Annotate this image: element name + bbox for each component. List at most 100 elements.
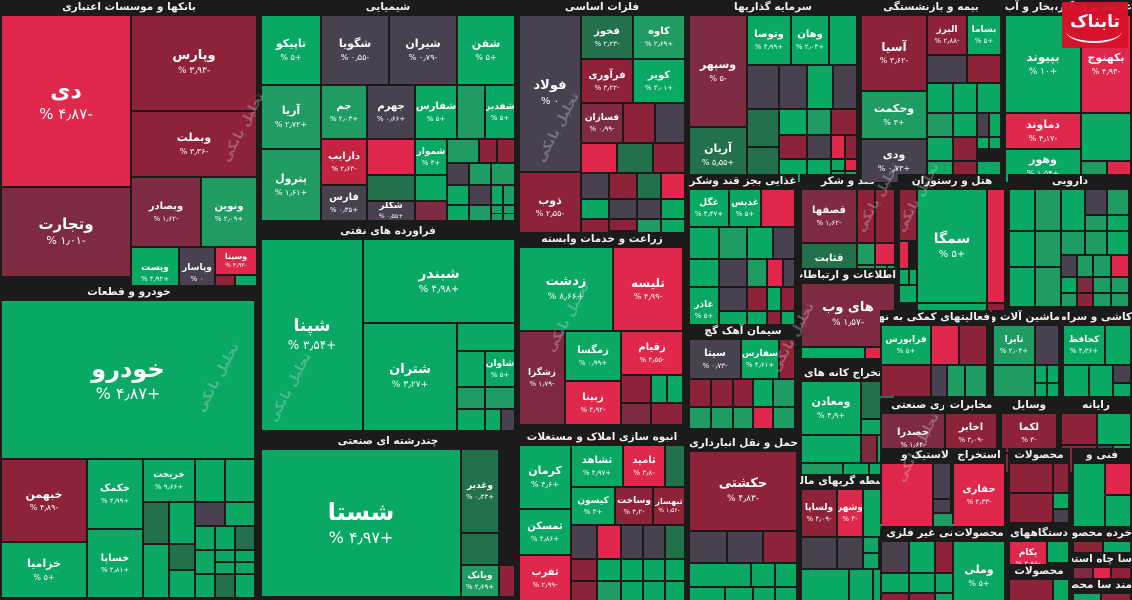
stock-tile[interactable]: شفارس +۵ %	[416, 86, 456, 138]
stock-tile-unlabeled[interactable]	[492, 214, 502, 220]
stock-tile[interactable]: ثشاهد +۴٫۹۷ %	[572, 446, 622, 486]
stock-tile-unlabeled[interactable]	[1010, 494, 1052, 522]
stock-tile-unlabeled[interactable]	[934, 500, 950, 512]
stock-tile[interactable]: زمگسا +۰٫۹۹ %	[566, 332, 620, 380]
stock-tile-unlabeled[interactable]	[966, 366, 986, 396]
stock-tile-unlabeled[interactable]	[610, 174, 636, 198]
stock-tile[interactable]: قصفها -۱٫۶۲ %	[802, 190, 856, 242]
stock-tile[interactable]: فارس +۰٫۳۵ %	[322, 186, 366, 220]
stock-tile-unlabeled[interactable]	[910, 594, 934, 600]
stock-tile-unlabeled[interactable]	[928, 138, 952, 160]
stock-tile-unlabeled[interactable]	[864, 554, 878, 568]
stock-tile-unlabeled[interactable]	[830, 16, 856, 64]
stock-tile-unlabeled[interactable]	[1010, 190, 1034, 230]
stock-tile-unlabeled[interactable]	[216, 575, 234, 597]
stock-tile[interactable]: جم +۲٫۰۳ %	[322, 86, 366, 138]
stock-tile-unlabeled[interactable]	[948, 366, 964, 396]
stock-tile-unlabeled[interactable]	[988, 190, 1004, 302]
stock-tile-unlabeled[interactable]	[492, 206, 502, 213]
stock-tile-unlabeled[interactable]	[1074, 464, 1104, 526]
stock-tile-unlabeled[interactable]	[802, 570, 848, 600]
stock-tile-unlabeled[interactable]	[900, 190, 916, 240]
stock-tile-unlabeled[interactable]	[462, 534, 498, 564]
stock-tile-unlabeled[interactable]	[458, 324, 514, 350]
stock-tile-unlabeled[interactable]	[1074, 594, 1100, 600]
stock-tile[interactable]: شپنا +۳٫۵۴ %	[262, 240, 362, 430]
stock-tile-unlabeled[interactable]	[882, 574, 908, 592]
stock-tile-unlabeled[interactable]	[498, 140, 514, 162]
stock-tile-unlabeled[interactable]	[492, 164, 514, 184]
stock-tile-unlabeled[interactable]	[1112, 256, 1128, 276]
stock-tile-unlabeled[interactable]	[754, 380, 772, 406]
stock-tile-unlabeled[interactable]	[504, 214, 514, 220]
stock-tile[interactable]: وشهر -۴ %	[838, 490, 862, 536]
stock-tile[interactable]: تایرا +۲٫۰۴ %	[994, 326, 1034, 364]
stock-tile-unlabeled[interactable]	[598, 560, 620, 580]
stock-tile-unlabeled[interactable]	[1114, 366, 1130, 382]
stock-tile[interactable]: ثمسکن +۴٫۸۶ %	[520, 510, 570, 554]
stock-tile-unlabeled[interactable]	[808, 66, 832, 108]
stock-tile[interactable]: سمگا +۵ %	[918, 190, 986, 302]
stock-tile-unlabeled[interactable]	[448, 206, 468, 220]
stock-tile[interactable]: وتوصا +۴٫۹۹ %	[748, 16, 790, 64]
stock-tile[interactable]: وسینا -۴٫۹۳ %	[216, 248, 256, 274]
stock-tile-unlabeled[interactable]	[1036, 366, 1046, 382]
stock-tile-unlabeled[interactable]	[1036, 268, 1060, 306]
stock-tile-unlabeled[interactable]	[1086, 190, 1106, 214]
stock-tile-unlabeled[interactable]	[458, 86, 484, 138]
stock-tile[interactable]: تاپیکو +۵ %	[262, 16, 320, 84]
stock-tile-unlabeled[interactable]	[858, 244, 874, 264]
stock-tile[interactable]: کحافظ +۴٫۳۶ %	[1064, 326, 1104, 364]
stock-tile-unlabeled[interactable]	[144, 503, 168, 543]
stock-tile-unlabeled[interactable]	[196, 527, 214, 549]
stock-tile-unlabeled[interactable]	[918, 304, 986, 312]
stock-tile[interactable]: پترول +۱٫۶۱ %	[262, 150, 320, 220]
stock-tile[interactable]: زبینا -۴٫۹۲ %	[566, 382, 620, 424]
stock-tile-unlabeled[interactable]	[1108, 232, 1128, 254]
stock-tile-unlabeled[interactable]	[416, 202, 446, 220]
stock-tile-unlabeled[interactable]	[1094, 256, 1110, 276]
stock-tile-unlabeled[interactable]	[882, 366, 930, 396]
stock-tile[interactable]: خکمک +۴٫۹۹ %	[88, 460, 142, 528]
stock-tile-unlabeled[interactable]	[458, 388, 484, 408]
stock-tile-unlabeled[interactable]	[656, 104, 684, 142]
stock-tile-unlabeled[interactable]	[170, 545, 194, 569]
stock-tile[interactable]: زدشت +۸٫۶۶ %	[520, 248, 612, 330]
stock-tile[interactable]: شکلر +۰٫۵۵ %	[368, 202, 414, 220]
stock-tile[interactable]: وغدیر +۰٫۴۳ %	[462, 450, 498, 532]
stock-tile-unlabeled[interactable]	[1062, 256, 1076, 276]
stock-tile-unlabeled[interactable]	[720, 288, 746, 310]
stock-tile-unlabeled[interactable]	[196, 575, 214, 597]
stock-tile-unlabeled[interactable]	[1106, 496, 1130, 526]
stock-tile-unlabeled[interactable]	[990, 114, 1000, 136]
stock-tile-unlabeled[interactable]	[1094, 278, 1110, 292]
stock-tile-unlabeled[interactable]	[448, 164, 468, 184]
stock-tile[interactable]: البرز -۲٫۸۸ %	[928, 16, 966, 54]
stock-tile-unlabeled[interactable]	[994, 366, 1034, 396]
stock-tile[interactable]: اخابر -۳٫۰۹ %	[946, 414, 996, 452]
stock-tile-unlabeled[interactable]	[876, 244, 894, 264]
stock-tile[interactable]: آسیا -۳٫۶۲ %	[862, 16, 926, 90]
stock-tile-unlabeled[interactable]	[846, 160, 856, 170]
stock-tile-unlabeled[interactable]	[1048, 542, 1068, 562]
stock-tile-unlabeled[interactable]	[170, 503, 194, 543]
stock-tile-unlabeled[interactable]	[144, 545, 168, 597]
stock-tile-unlabeled[interactable]	[654, 144, 684, 172]
stock-tile[interactable]: غگل +۴٫۴۷ %	[690, 190, 728, 226]
stock-tile[interactable]: ثامید -۳٫۸ %	[624, 446, 664, 486]
stock-tile-unlabeled[interactable]	[1036, 326, 1058, 364]
stock-tile-unlabeled[interactable]	[774, 380, 794, 406]
stock-tile-unlabeled[interactable]	[1010, 464, 1052, 492]
stock-tile-unlabeled[interactable]	[774, 228, 794, 258]
stock-tile-unlabeled[interactable]	[748, 228, 772, 258]
stock-tile[interactable]: خزامیا +۵ %	[2, 543, 86, 597]
stock-tile-unlabeled[interactable]	[618, 144, 652, 172]
stock-tile-unlabeled[interactable]	[662, 174, 684, 198]
stock-tile-unlabeled[interactable]	[1078, 256, 1092, 276]
stock-tile-unlabeled[interactable]	[216, 563, 234, 573]
stock-tile-unlabeled[interactable]	[774, 408, 794, 428]
stock-tile-unlabeled[interactable]	[1036, 232, 1060, 266]
stock-tile-unlabeled[interactable]	[226, 460, 254, 501]
stock-tile-unlabeled[interactable]	[1054, 580, 1068, 600]
stock-tile[interactable]: لکما -۳ %	[1002, 414, 1056, 452]
